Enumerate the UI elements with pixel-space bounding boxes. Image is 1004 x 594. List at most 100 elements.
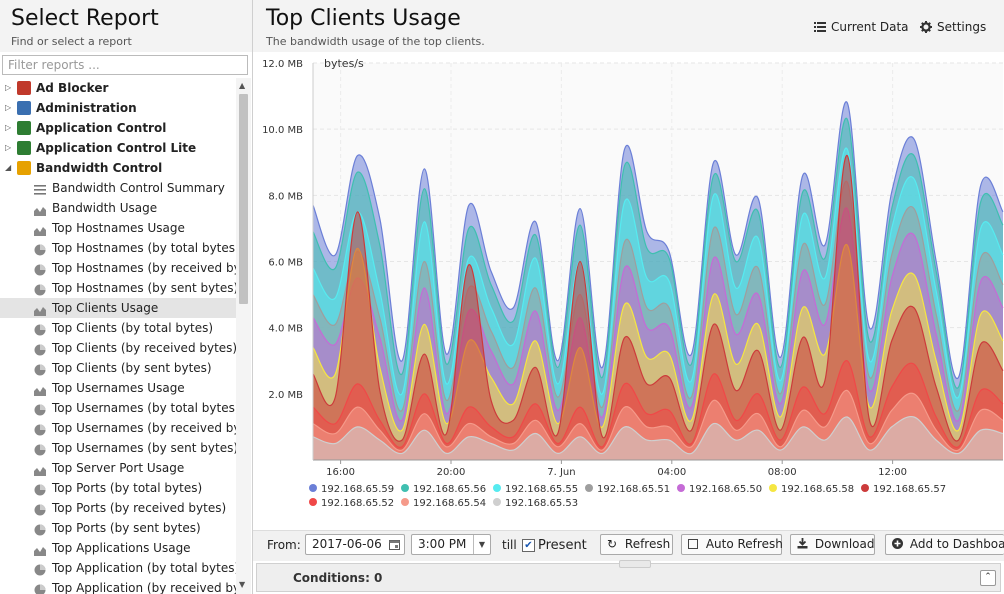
legend-item[interactable]: 192.168.65.50 <box>677 484 762 495</box>
legend-item[interactable]: 192.168.65.51 <box>585 484 670 495</box>
pie-chart-icon <box>34 582 46 594</box>
from-date-field[interactable]: 2017-06-06 <box>305 534 405 555</box>
sidebar-subtitle: Find or select a report <box>11 35 132 48</box>
area-chart-icon <box>34 302 46 316</box>
tree-report-item[interactable]: Top Hostnames (by total bytes) <box>0 238 236 258</box>
chart-area: 2.0 MB 4.0 MB 6.0 MB 8.0 MB 10.0 MB 12.0 MB by… <box>253 53 1004 530</box>
legend-swatch <box>309 498 317 506</box>
tree-report-item[interactable]: Top Usernames (by sent bytes) <box>0 438 236 458</box>
splitter-grip[interactable] <box>619 560 651 568</box>
gear-icon <box>920 21 932 33</box>
tree-report-label: Top Applications Usage <box>52 541 191 555</box>
tree-category[interactable]: ▷ Application Control Lite <box>0 138 236 158</box>
x-tick-label: 20:00 <box>437 467 466 478</box>
expanded-arrow-icon[interactable]: ◢ <box>5 163 12 172</box>
tree-category[interactable]: ▷ Ad Blocker <box>0 78 236 98</box>
legend-item[interactable]: 192.168.65.53 <box>493 498 578 509</box>
collapsed-arrow-icon[interactable]: ▷ <box>5 83 12 92</box>
tree-report-item[interactable]: Top Clients (by received bytes) <box>0 338 236 358</box>
add-to-dashboard-button[interactable]: Add to Dashboard <box>885 534 1004 555</box>
pie-chart-icon <box>34 402 46 416</box>
tree-report-item[interactable]: Top Clients (by total bytes) <box>0 318 236 338</box>
tree-report-item[interactable]: Top Server Port Usage <box>0 458 236 478</box>
till-label: till <box>502 538 517 552</box>
legend-item[interactable]: 192.168.65.59 <box>309 484 394 495</box>
tree-report-item[interactable]: Top Clients (by sent bytes) <box>0 358 236 378</box>
auto-refresh-button[interactable]: Auto Refresh <box>681 534 783 555</box>
tree-report-label: Top Usernames (by sent bytes) <box>52 441 236 455</box>
from-time-select[interactable]: 3:00 PM ▼ <box>411 534 491 555</box>
y-tick-label: 10.0 MB <box>262 125 303 136</box>
collapsed-arrow-icon[interactable]: ▷ <box>5 123 12 132</box>
legend-item[interactable]: 192.168.65.57 <box>861 484 946 495</box>
legend-item[interactable]: 192.168.65.56 <box>401 484 486 495</box>
y-tick-label: 12.0 MB <box>262 59 303 70</box>
tree-category[interactable]: ◢ Bandwidth Control <box>0 158 236 178</box>
download-button[interactable]: Download <box>790 534 875 555</box>
sidebar-scrollbar[interactable]: ▲ ▼ <box>236 78 251 594</box>
report-subtitle: The bandwidth usage of the top clients. <box>266 35 485 48</box>
present-checkbox[interactable]: ✔ <box>522 539 535 552</box>
report-header: Top Clients Usage The bandwidth usage of… <box>253 0 1004 52</box>
tree-report-item[interactable]: Top Usernames (by received bytes) <box>0 418 236 438</box>
tree-report-label: Top Ports (by sent bytes) <box>52 521 201 535</box>
tree-category[interactable]: ▷ Application Control <box>0 118 236 138</box>
tree-report-item[interactable]: Top Hostnames Usage <box>0 218 236 238</box>
chevron-down-icon[interactable]: ▼ <box>473 535 490 554</box>
collapse-icon[interactable]: ⌃ <box>980 570 996 586</box>
y-tick-label: 8.0 MB <box>268 191 303 202</box>
calendar-icon[interactable] <box>389 539 400 550</box>
legend-label: 192.168.65.53 <box>505 498 578 509</box>
series-area <box>313 416 1003 460</box>
scrollbar-thumb[interactable] <box>239 94 248 304</box>
tree-report-item[interactable]: Top Usernames Usage <box>0 378 236 398</box>
current-data-label: Current Data <box>831 20 909 34</box>
legend-label: 192.168.65.58 <box>781 484 854 495</box>
pie-chart-icon <box>34 262 46 276</box>
legend-item[interactable]: 192.168.65.58 <box>769 484 854 495</box>
from-time-value: 3:00 PM <box>418 537 467 551</box>
refresh-button[interactable]: ↻ Refresh <box>600 534 673 555</box>
tree-report-item[interactable]: Top Hostnames (by received byt... <box>0 258 236 278</box>
tree-category-label: Administration <box>36 101 137 115</box>
x-tick-label: 7. Jun <box>547 467 575 478</box>
legend-label: 192.168.65.54 <box>413 498 486 509</box>
scroll-up-icon[interactable]: ▲ <box>239 81 246 90</box>
scroll-down-icon[interactable]: ▼ <box>239 580 246 589</box>
tree-category-label: Ad Blocker <box>36 81 109 95</box>
tree-report-item[interactable]: Top Usernames (by total bytes) <box>0 398 236 418</box>
legend-item[interactable]: 192.168.65.54 <box>401 498 486 509</box>
collapsed-arrow-icon[interactable]: ▷ <box>5 143 12 152</box>
area-chart-icon <box>34 462 46 476</box>
tree-report-item[interactable]: Top Ports (by sent bytes) <box>0 518 236 538</box>
filter-reports-input[interactable] <box>2 55 248 75</box>
tree-category[interactable]: ▷ Administration <box>0 98 236 118</box>
tree-report-item[interactable]: Top Ports (by total bytes) <box>0 478 236 498</box>
report-main: Top Clients Usage The bandwidth usage of… <box>253 0 1004 594</box>
x-tick-label: 16:00 <box>326 467 355 478</box>
add-circle-icon <box>892 538 903 549</box>
tree-report-item[interactable]: Top Hostnames (by sent bytes) <box>0 278 236 298</box>
conditions-panel[interactable]: Conditions: 0 ⌃ <box>256 560 1001 592</box>
collapsed-arrow-icon[interactable]: ▷ <box>5 103 12 112</box>
tree-report-label: Top Usernames Usage <box>52 381 185 395</box>
tree-report-item[interactable]: Top Clients Usage <box>0 298 236 318</box>
tree-report-item[interactable]: Top Application (by total bytes) <box>0 558 236 578</box>
y-axis-label: bytes/s <box>324 57 364 70</box>
auto-refresh-label: Auto Refresh <box>705 537 783 551</box>
tree-report-item[interactable]: Bandwidth Control Summary <box>0 178 236 198</box>
list-icon <box>814 22 826 32</box>
legend-item[interactable]: 192.168.65.52 <box>309 498 394 509</box>
tree-report-item[interactable]: Top Application (by received bytes) <box>0 578 236 594</box>
legend-item[interactable]: 192.168.65.55 <box>493 484 578 495</box>
current-data-button[interactable]: Current Data <box>814 20 909 34</box>
tree-report-item[interactable]: Top Applications Usage <box>0 538 236 558</box>
bandwidth-control-icon <box>17 161 31 175</box>
tree-report-label: Top Server Port Usage <box>52 461 185 475</box>
tree-report-item[interactable]: Top Ports (by received bytes) <box>0 498 236 518</box>
legend-swatch <box>401 498 409 506</box>
settings-button[interactable]: Settings <box>920 20 986 34</box>
tree-report-item[interactable]: Bandwidth Usage <box>0 198 236 218</box>
pie-chart-icon <box>34 362 46 376</box>
tree-report-label: Top Application (by total bytes) <box>52 561 236 575</box>
